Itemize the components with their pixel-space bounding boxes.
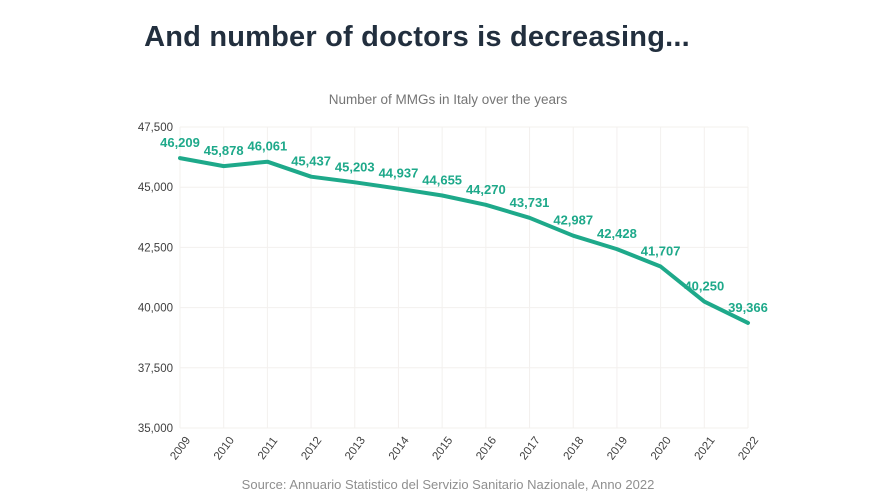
source-caption: Source: Annuario Statistico del Servizio… [241,477,655,492]
data-point-label: 44,270 [466,182,506,197]
data-point-label: 45,437 [291,154,331,169]
page-title: And number of doctors is decreasing... [144,21,690,53]
x-tick-label: 2016 [474,435,499,463]
data-point-label: 40,250 [684,279,724,294]
data-point-label: 44,655 [422,173,462,188]
x-tick-label: 2015 [430,435,455,463]
y-tick-label: 37,500 [138,363,173,375]
x-tick-label: 2012 [299,435,324,463]
x-tick-label: 2021 [693,435,718,463]
data-point-label: 46,061 [248,139,288,154]
data-series-line [178,156,750,325]
y-tick-label: 47,500 [138,122,173,134]
data-point-label: 43,731 [510,195,550,210]
x-tick-label: 2020 [649,435,674,463]
y-tick-label: 35,000 [138,423,173,435]
x-tick-label: 2018 [562,435,587,463]
x-tick-label: 2019 [605,435,630,463]
data-point-label: 39,366 [728,300,768,315]
data-point-label: 45,203 [335,159,375,174]
y-tick-label: 40,000 [138,303,173,315]
data-point-label: 42,987 [553,213,593,228]
data-point-label: 42,428 [597,226,637,241]
data-point-label: 46,209 [160,135,200,150]
chart-title: Number of MMGs in Italy over the years [328,92,568,107]
x-tick-label: 2013 [343,435,368,463]
y-tick-label: 45,000 [138,182,173,194]
data-point-label: 45,878 [204,143,244,158]
x-tick-label: 2014 [387,434,412,462]
x-tick-label: 2011 [256,435,280,462]
data-point-label: 41,707 [641,243,681,258]
data-point-label: 44,937 [379,166,419,181]
x-tick-label: 2022 [736,435,761,463]
y-tick-label: 42,500 [138,242,173,254]
x-tick-label: 2009 [168,435,193,463]
x-tick-label: 2017 [518,435,543,463]
x-tick-label: 2010 [212,435,237,463]
